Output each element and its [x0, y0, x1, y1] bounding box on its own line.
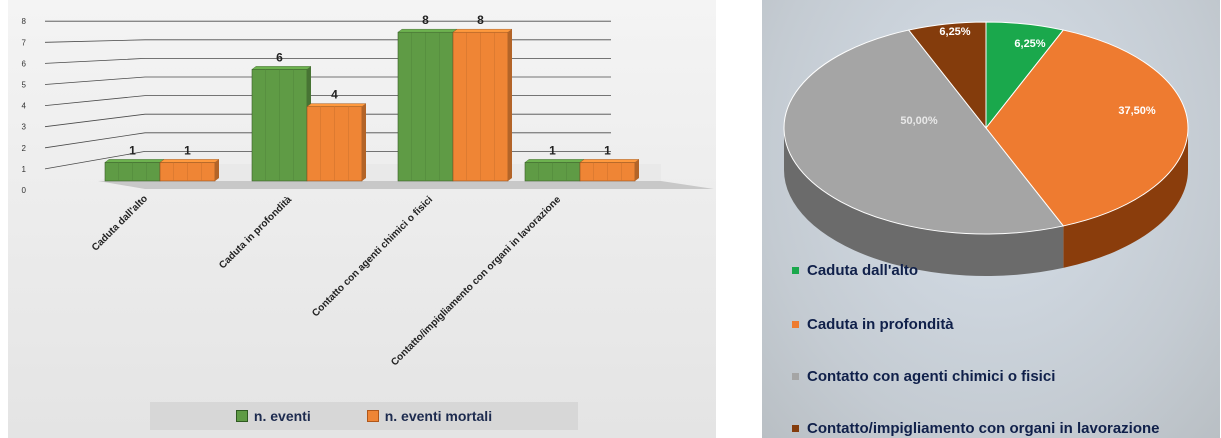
category-label: Caduta dall'alto — [90, 193, 150, 253]
pie-data-label: 37,50% — [1118, 105, 1156, 117]
bar-eventi-mortali-top — [452, 29, 513, 33]
pie-chart-panel: 6,25% 37,50% 50,00% 6,25% Caduta dall'alto … — [762, 0, 1220, 438]
pie-sides — [784, 128, 1188, 276]
data-label-eventi: 1 — [129, 143, 136, 157]
y-tick-label: 1 — [22, 165, 27, 174]
bar-eventi-mortali — [452, 29, 513, 182]
pie-legend-swatch — [792, 373, 799, 380]
gridline — [44, 39, 611, 43]
bar-eventi-top — [524, 159, 585, 163]
y-tick-label: 5 — [22, 81, 27, 90]
bar-eventi-top — [104, 159, 165, 163]
data-label-eventi-mortali: 8 — [477, 13, 484, 27]
bar-eventi-mortali — [579, 159, 640, 182]
bar-eventi-mortali-side — [635, 159, 639, 181]
pie-side-1 — [1063, 128, 1188, 268]
bar-chart-panel: 0 1 2 3 4 5 6 7 8 1 1 6 4 8 8 1 1 Caduta dall'alto Caduta … — [8, 0, 716, 438]
bar-eventi-mortali-top — [159, 159, 220, 163]
bar-eventi — [524, 159, 585, 182]
pie-slice-2 — [783, 29, 1065, 235]
bar-chart-svg: 0 1 2 3 4 5 6 7 8 1 1 6 4 8 8 1 1 Caduta dall'alto Caduta … — [22, 13, 714, 368]
y-tick-label: 6 — [22, 59, 27, 68]
bar-eventi-mortali-side — [362, 103, 366, 181]
chart-back-floor — [98, 164, 661, 181]
data-label-eventi-mortali: 1 — [604, 143, 611, 157]
legend-label-eventi: n. eventi — [253, 408, 311, 424]
pie-legend-item-impigliamento: Contatto/impigliamento con organi in lav… — [792, 420, 1160, 437]
pie-legend-label: Caduta in profondità — [807, 316, 954, 333]
pie-legend-item-agenti-chimici: Contatto con agenti chimici o fisici — [792, 368, 1055, 385]
pie-legend-item-caduta-profondita: Caduta in profondità — [792, 316, 954, 333]
pie-chart-svg: 6,25% 37,50% 50,00% 6,25% — [783, 21, 1189, 276]
category-label: Contatto con agenti chimici o fisici — [310, 194, 435, 319]
y-tick-label: 3 — [22, 123, 27, 132]
pie-legend-swatch — [792, 321, 799, 328]
chart-floor — [98, 181, 714, 189]
legend-swatch-eventi-mortali — [366, 410, 379, 422]
pie-data-label: 6,25% — [939, 26, 970, 38]
pie-legend-label: Contatto/impigliamento con organi in lav… — [807, 420, 1160, 437]
legend-swatch-eventi — [235, 410, 248, 422]
bar-eventi-mortali-top — [306, 103, 367, 107]
bar-eventi-top — [251, 66, 312, 70]
pie-slice-1 — [985, 29, 1189, 227]
gridline — [44, 76, 611, 85]
bar-eventi — [251, 66, 312, 182]
pie-legend-label: Caduta dall'alto — [807, 262, 919, 279]
pie-legend-item-caduta-alto: Caduta dall'alto — [792, 262, 918, 279]
bar-eventi-top — [397, 29, 458, 33]
pie-data-label: 6,25% — [1014, 38, 1045, 50]
bar-eventi-mortali-side — [215, 159, 219, 181]
y-tick-label: 7 — [22, 38, 27, 47]
bar-eventi — [104, 159, 165, 182]
data-label-eventi: 8 — [422, 13, 429, 27]
data-label-eventi-mortali: 1 — [184, 143, 191, 157]
data-label-eventi: 1 — [549, 143, 556, 157]
bar-eventi-mortali — [306, 103, 367, 182]
data-label-eventi: 6 — [276, 50, 283, 64]
y-tick-label: 8 — [22, 17, 27, 26]
y-tick-label: 2 — [22, 144, 27, 153]
gridline — [44, 58, 611, 64]
pie-slice-3 — [907, 21, 987, 130]
pie-data-label: 50,00% — [900, 115, 938, 127]
pie-legend-swatch — [792, 425, 799, 432]
category-label: Caduta in profondità — [217, 194, 294, 271]
bar-eventi-mortali-top — [579, 159, 640, 163]
y-tick-label: 0 — [22, 186, 27, 195]
bar-chart-legend: n. eventi n. eventi mortali — [150, 402, 578, 430]
legend-label-eventi-mortali: n. eventi mortali — [384, 408, 493, 424]
y-tick-label: 4 — [22, 102, 27, 111]
bar-eventi — [397, 29, 458, 182]
bar-eventi-mortali-side — [508, 29, 512, 182]
legend-item-eventi: n. eventi — [235, 408, 311, 424]
legend-item-eventi-mortali: n. eventi mortali — [366, 408, 493, 424]
bar-eventi-mortali — [159, 159, 220, 182]
pie-legend-swatch — [792, 267, 799, 274]
pie-legend-label: Contatto con agenti chimici o fisici — [807, 368, 1056, 385]
data-label-eventi-mortali: 4 — [331, 88, 338, 102]
pie-side-2 — [784, 128, 1064, 276]
